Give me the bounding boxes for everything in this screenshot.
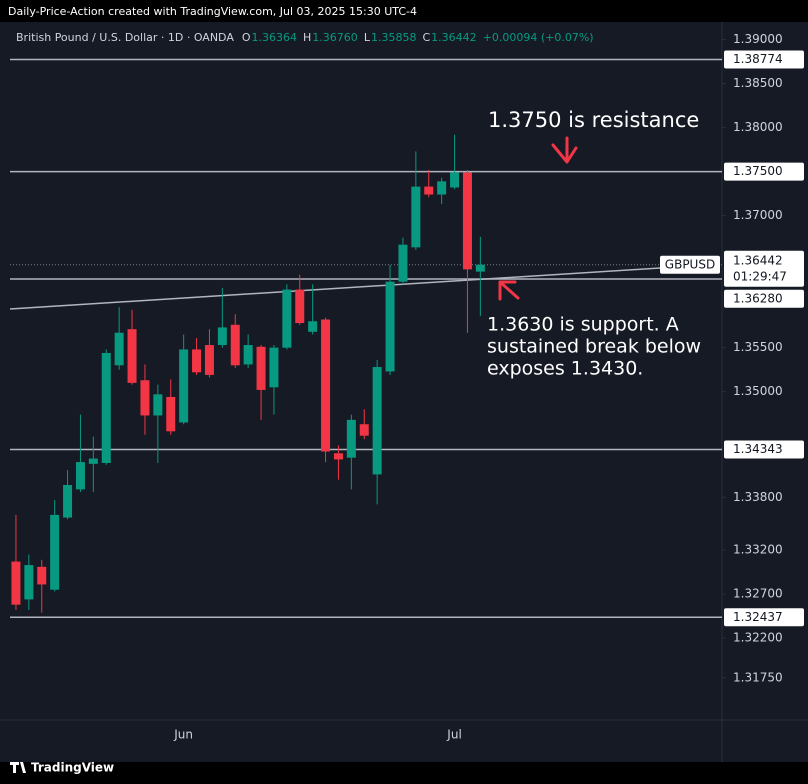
- level-label: 1.34343: [733, 442, 783, 456]
- candle-body: [101, 352, 111, 463]
- candle-body: [166, 396, 176, 432]
- attribution: Daily-Price-Action created with TradingV…: [8, 5, 417, 18]
- y-tick-label: 1.39000: [733, 32, 783, 46]
- candle-body: [385, 281, 395, 372]
- candle-body: [153, 394, 163, 416]
- x-tick-label: Jul: [446, 728, 461, 742]
- level-label-box: [724, 608, 804, 627]
- support-arrow: [498, 280, 520, 301]
- candle-body: [50, 514, 60, 590]
- change-value: +0.00094 (+0.07%): [483, 31, 594, 44]
- y-tick-label: 1.33200: [733, 543, 783, 557]
- annotation-text: exposes 1.3430.: [487, 358, 643, 380]
- candle-body: [411, 186, 421, 248]
- candle-body: [204, 345, 214, 375]
- candle-body: [114, 332, 124, 366]
- candle-body: [63, 484, 73, 518]
- candle-body: [243, 345, 253, 365]
- candle-body: [372, 367, 382, 475]
- symbol-label: GBPUSD: [665, 257, 715, 271]
- y-tick-label: 1.37000: [733, 208, 783, 222]
- ohlc-value: 1.36364: [252, 31, 298, 44]
- candle-body: [179, 349, 189, 423]
- candle-body: [282, 289, 292, 348]
- level-label-box: [724, 50, 804, 69]
- candle-body: [230, 324, 240, 366]
- y-tick-label: 1.38000: [733, 120, 783, 134]
- candle-body: [37, 566, 47, 585]
- candle-body: [88, 458, 98, 464]
- candle-body: [192, 349, 202, 373]
- candle-body: [256, 346, 266, 390]
- logo-mark: [10, 762, 26, 773]
- candle-body: [475, 264, 485, 272]
- candle-body: [359, 424, 369, 436]
- chart-panel: [0, 22, 808, 762]
- footer-logo: TradingView: [10, 761, 114, 775]
- y-tick-label: 1.32700: [733, 587, 783, 601]
- ohlc-label: L: [364, 31, 371, 44]
- candle-body: [269, 347, 279, 388]
- candle-body: [424, 186, 434, 195]
- annotation-text: 1.3750 is resistance: [488, 108, 699, 132]
- annotation-text: 1.3630 is support. A: [487, 314, 679, 336]
- brand-name: TradingView: [31, 761, 114, 775]
- candle-body: [75, 462, 85, 490]
- candle-body: [11, 561, 21, 605]
- candle-body: [437, 181, 447, 195]
- symbol-box: [660, 255, 720, 274]
- ohlc-label: O: [242, 31, 251, 44]
- y-tick-label: 1.35000: [733, 384, 783, 398]
- y-tick-label: 1.32200: [733, 631, 783, 645]
- candle-body: [333, 453, 343, 460]
- ohlc-label: C: [422, 31, 430, 44]
- level-label-box: [724, 440, 804, 459]
- last-price-label: 1.36442: [733, 253, 783, 267]
- y-tick-label: 1.33800: [733, 490, 783, 504]
- candle-body: [346, 419, 356, 458]
- ohlc-label: H: [303, 31, 311, 44]
- candle-body: [295, 289, 305, 324]
- candle-body: [24, 565, 34, 600]
- candle-body: [127, 329, 137, 383]
- trend-line: [9, 267, 661, 310]
- x-tick-label: Jun: [173, 728, 193, 742]
- candle-body: [462, 172, 472, 270]
- candle-body: [398, 244, 408, 282]
- candle-body: [140, 380, 150, 416]
- level-label-box: [724, 289, 804, 308]
- symbol-name: British Pound / U.S. Dollar · 1D · OANDA: [16, 31, 234, 44]
- level-label-box: [724, 162, 804, 181]
- y-tick-label: 1.31750: [733, 670, 783, 684]
- ohlc-value: 1.36760: [312, 31, 358, 44]
- level-label: 1.38774: [733, 52, 783, 66]
- y-tick-label: 1.38500: [733, 76, 783, 90]
- y-tick-label: 1.35500: [733, 340, 783, 354]
- countdown-label: 01:29:47: [733, 269, 787, 283]
- level-label: 1.37500: [733, 164, 783, 178]
- level-label: 1.32437: [733, 610, 783, 624]
- candle-body: [308, 321, 318, 332]
- candle-body: [450, 172, 460, 188]
- last-price-box: [724, 250, 804, 287]
- candle-body: [321, 319, 331, 452]
- annotation-text: sustained break below: [487, 336, 701, 358]
- ohlc-value: 1.35858: [371, 31, 417, 44]
- level-label: 1.36280: [733, 291, 783, 305]
- resistance-arrow: [551, 136, 578, 164]
- ohlc-value: 1.36442: [431, 31, 477, 44]
- candle-body: [217, 327, 227, 346]
